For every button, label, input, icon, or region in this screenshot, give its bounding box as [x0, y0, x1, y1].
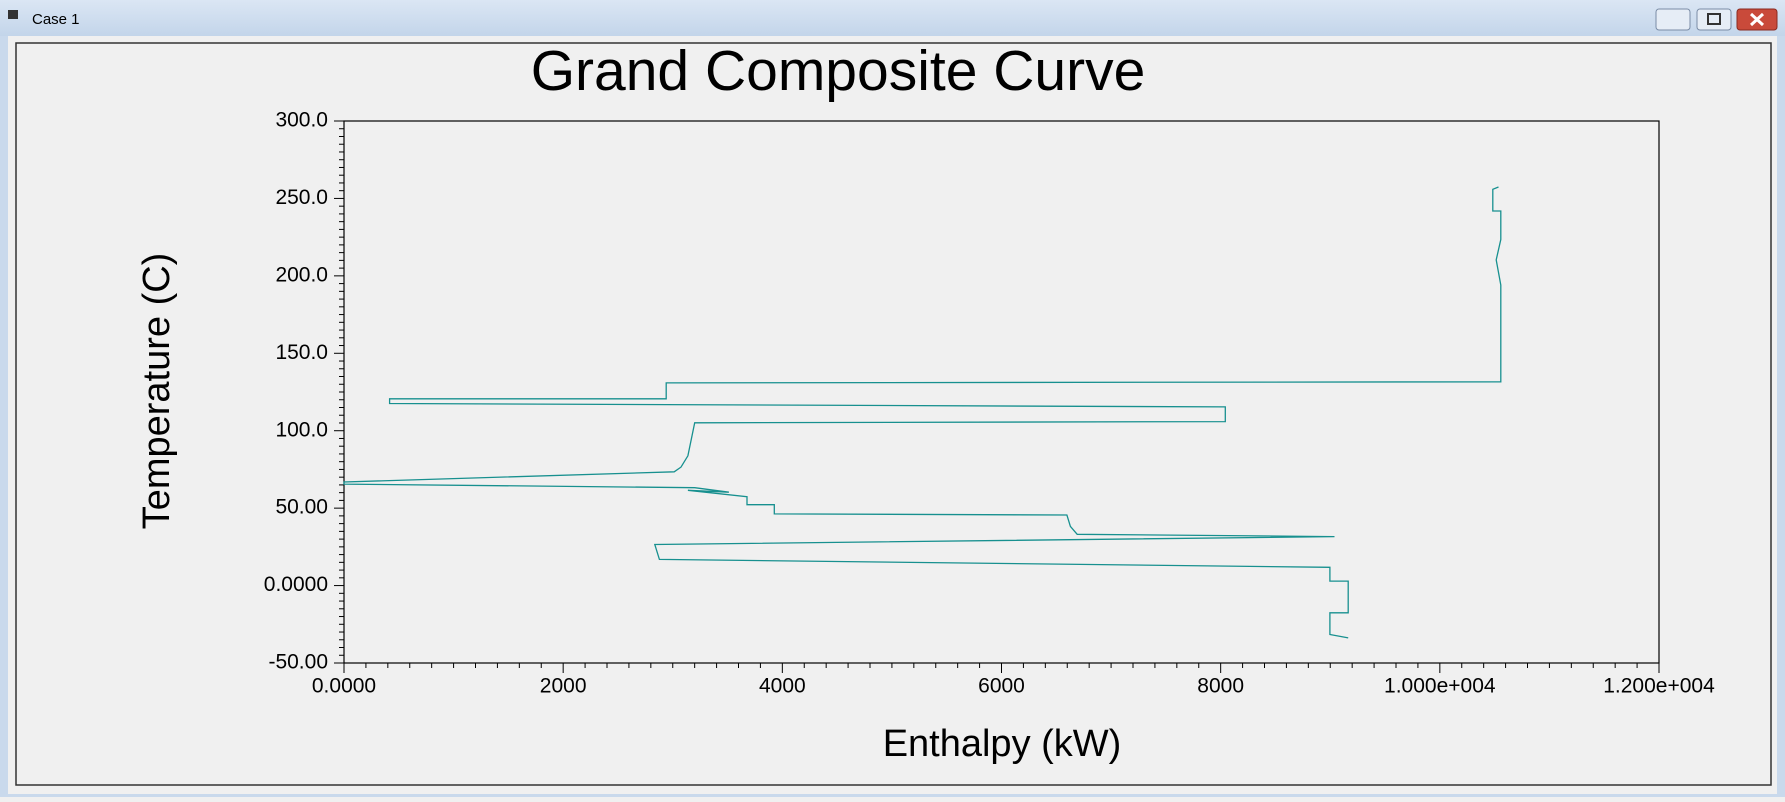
minimize-button[interactable] [1655, 8, 1691, 31]
y-tick-label: 250.0 [275, 186, 328, 209]
restore-icon [1707, 13, 1721, 25]
y-tick-label: 100.0 [275, 418, 328, 441]
curve [343, 186, 1502, 639]
close-icon [1749, 12, 1765, 27]
inner-frame [15, 42, 1772, 786]
client-area [8, 36, 1777, 794]
window-title: Case 1 [32, 11, 80, 28]
restore-button[interactable] [1696, 8, 1732, 31]
x-tick-label: 4000 [759, 675, 806, 698]
y-tick-label: 300.0 [275, 109, 328, 132]
y-tick-label: 200.0 [275, 263, 328, 286]
y-axis-label: Temperature (C) [136, 253, 178, 530]
x-tick-label: 2000 [540, 675, 587, 698]
x-tick-label: 0.0000 [312, 675, 376, 698]
y-tick-label: -50.00 [268, 651, 328, 674]
y-tick-label: 50.00 [275, 496, 328, 519]
x-axis-label: Enthalpy (kW) [883, 723, 1122, 765]
y-tick-label: 150.0 [275, 341, 328, 364]
x-tick-label: 1.000e+004 [1384, 675, 1496, 698]
window-buttons[interactable] [1655, 8, 1778, 31]
x-tick-label: 8000 [1197, 675, 1244, 698]
x-tick-label: 6000 [978, 675, 1025, 698]
x-tick-label: 1.200e+004 [1603, 675, 1715, 698]
title-bar [0, 0, 1785, 36]
app-icon [8, 10, 18, 19]
chart-title: Grand Composite Curve [531, 39, 1146, 103]
y-tick-label: 0.0000 [264, 573, 328, 596]
